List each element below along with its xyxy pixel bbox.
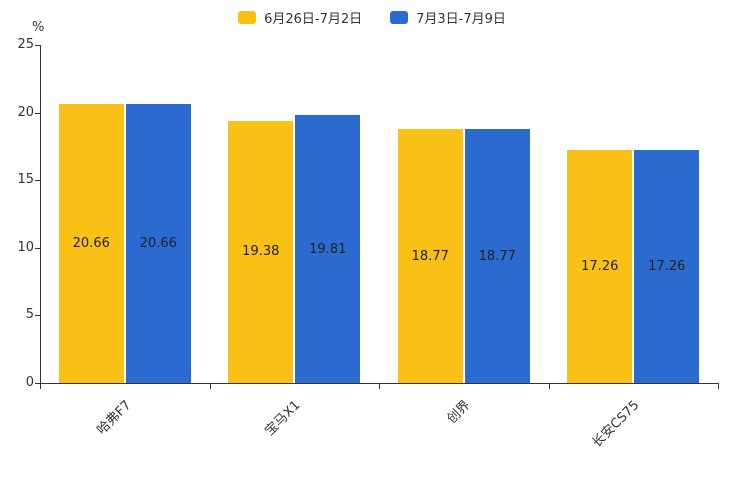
y-axis-tick-label: 0 xyxy=(25,375,34,390)
x-axis-category-label: 长安CS75 xyxy=(589,397,643,451)
bar-series1-cat0[interactable]: 20.66 xyxy=(125,103,191,383)
bar-value-label: 18.77 xyxy=(478,248,516,264)
bar-value-label: 19.38 xyxy=(242,244,280,260)
bar-series0-cat3[interactable]: 17.26 xyxy=(567,149,633,383)
y-axis-tick-label: 15 xyxy=(17,172,34,188)
y-axis-tick-label: 5 xyxy=(25,307,34,323)
y-axis-tick xyxy=(35,383,40,384)
bar-value-label: 20.66 xyxy=(72,235,110,251)
chart-legend: 6月26日-7月2日 7月3日-7月9日 xyxy=(0,8,744,27)
bar-series1-cat2[interactable]: 18.77 xyxy=(464,129,530,383)
x-axis-tick xyxy=(548,384,550,389)
legend-item-0[interactable]: 6月26日-7月2日 xyxy=(238,8,362,27)
bar-value-label: 19.81 xyxy=(309,241,347,257)
y-axis-tick xyxy=(35,247,40,249)
legend-label: 6月26日-7月2日 xyxy=(264,12,363,27)
x-axis-category-label: 创界 xyxy=(444,397,474,427)
x-axis-tick xyxy=(209,384,211,389)
legend-swatch-icon xyxy=(238,11,257,24)
y-axis-unit-label: % xyxy=(32,20,45,35)
y-axis-tick-label: 10 xyxy=(17,239,34,255)
legend-item-1[interactable]: 7月3日-7月9日 xyxy=(390,8,506,27)
legend-label: 7月3日-7月9日 xyxy=(416,12,506,27)
x-axis-category-label: 宝马X1 xyxy=(262,397,304,439)
y-axis-tick-label: 20 xyxy=(17,104,34,120)
y-axis-tick xyxy=(35,315,40,317)
bar-value-label: 17.26 xyxy=(648,258,686,274)
y-axis-tick xyxy=(35,112,40,114)
y-axis-tick-label: 25 xyxy=(17,37,34,52)
x-axis-tick xyxy=(40,384,41,389)
bar-series0-cat1[interactable]: 19.38 xyxy=(228,120,294,383)
bar-value-label: 18.77 xyxy=(411,248,449,264)
bar-value-label: 20.66 xyxy=(139,235,177,251)
bar-series1-cat3[interactable]: 17.26 xyxy=(634,149,700,383)
plot-area xyxy=(40,45,719,384)
bar-series0-cat2[interactable]: 18.77 xyxy=(397,129,463,383)
bar-series0-cat0[interactable]: 20.66 xyxy=(58,103,124,383)
y-axis-tick xyxy=(35,180,40,182)
legend-swatch-icon xyxy=(390,11,409,24)
y-axis-tick xyxy=(35,45,40,46)
x-axis-category-label: 哈弗F7 xyxy=(94,397,135,438)
x-axis-tick xyxy=(718,384,719,389)
bar-value-label: 17.26 xyxy=(581,258,619,274)
bar-series1-cat1[interactable]: 19.81 xyxy=(295,115,361,383)
x-axis-tick xyxy=(379,384,380,389)
